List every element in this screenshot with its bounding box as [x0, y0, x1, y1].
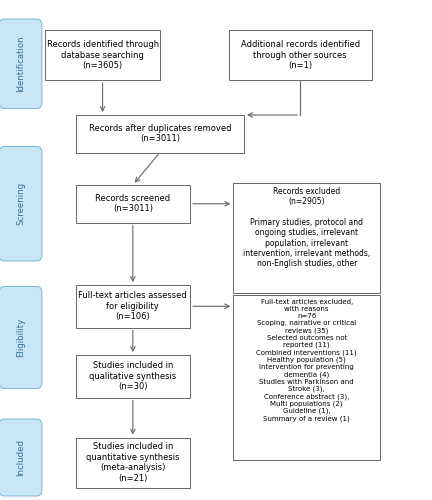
FancyBboxPatch shape [76, 438, 190, 488]
Text: Additional records identified
through other sources
(n=1): Additional records identified through ot… [241, 40, 360, 70]
FancyBboxPatch shape [45, 30, 160, 80]
FancyBboxPatch shape [0, 286, 42, 388]
Text: Records screened
(n=3011): Records screened (n=3011) [95, 194, 170, 214]
Text: Records identified through
database searching
(n=3605): Records identified through database sear… [47, 40, 159, 70]
FancyBboxPatch shape [0, 419, 42, 496]
Text: Included: Included [16, 439, 25, 476]
Text: Full-text articles excluded,
with reasons
n=76
Scoping, narrative or critical
re: Full-text articles excluded, with reason… [257, 299, 357, 422]
Text: Records after duplicates removed
(n=3011): Records after duplicates removed (n=3011… [89, 124, 231, 144]
FancyBboxPatch shape [233, 295, 380, 460]
FancyBboxPatch shape [0, 19, 42, 108]
FancyBboxPatch shape [76, 355, 190, 398]
FancyBboxPatch shape [233, 182, 380, 292]
FancyBboxPatch shape [229, 30, 372, 80]
Text: Screening: Screening [16, 182, 25, 226]
FancyBboxPatch shape [76, 285, 190, 328]
FancyBboxPatch shape [76, 115, 244, 152]
Text: Records excluded
(n=2905)

Primary studies, protocol and
ongoing studies, irrele: Records excluded (n=2905) Primary studie… [243, 186, 370, 268]
Text: Full-text articles assessed
for eligibility
(n=106): Full-text articles assessed for eligibil… [79, 292, 187, 321]
FancyBboxPatch shape [76, 185, 190, 222]
Text: Identification: Identification [16, 36, 25, 92]
Text: Studies included in
qualitative synthesis
(n=30): Studies included in qualitative synthesi… [89, 362, 176, 391]
Text: Studies included in
quantitative synthesis
(meta-analysis)
(n=21): Studies included in quantitative synthes… [86, 442, 180, 482]
FancyBboxPatch shape [0, 146, 42, 261]
Text: Eligibility: Eligibility [16, 318, 25, 357]
